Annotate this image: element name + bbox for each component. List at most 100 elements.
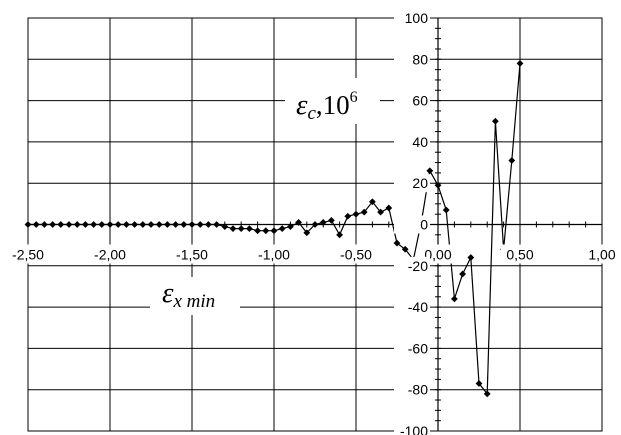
data-point [287, 223, 294, 230]
y-axis-label-main: ε [296, 89, 308, 121]
x-axis-label-main: ε [162, 277, 174, 309]
data-point [483, 390, 491, 398]
y-tick-label-bg [394, 91, 430, 110]
x-tick-label: -1,00 [255, 244, 293, 264]
data-point [442, 206, 450, 214]
x-tick-label-bg [583, 244, 621, 264]
data-point [508, 157, 516, 164]
data-point [426, 167, 434, 175]
data-point [401, 245, 409, 253]
y-tick-label: 80 [394, 50, 430, 69]
data-point [377, 208, 384, 216]
grid [27, 17, 603, 432]
y-tick-label: 100 [394, 9, 430, 27]
data-point [131, 221, 138, 228]
data-point [114, 221, 122, 228]
data-point [254, 227, 261, 235]
data-point [360, 208, 368, 216]
data-point [205, 221, 212, 228]
data-point [57, 221, 65, 228]
data-point [180, 221, 188, 228]
y-tick-label-bg [394, 256, 430, 275]
data-point [336, 231, 343, 239]
y-tick-label-bg [394, 380, 430, 399]
data-point [278, 225, 286, 233]
y-tick-label-text: -80 [408, 382, 428, 398]
x-tick-label-text: -2,50 [12, 247, 44, 263]
y-tick-label: 0 [394, 215, 430, 234]
data-point [319, 219, 327, 226]
data-point [32, 221, 40, 228]
data-point [229, 225, 237, 233]
y-tick-label-bg [394, 9, 430, 27]
y-tick-label: 40 [394, 132, 430, 151]
data-point [196, 221, 204, 228]
data-point [344, 212, 352, 220]
data-point [172, 221, 179, 228]
y-tick-label: -20 [394, 256, 430, 275]
x-tick-label-text: -2,00 [94, 247, 126, 263]
x-tick-label: 1,00 [583, 244, 621, 264]
x-tick-label: -0,50 [337, 244, 375, 264]
data-point [147, 221, 155, 228]
data-point [393, 239, 401, 247]
y-tick-label-text: 80 [412, 51, 428, 67]
data-point [467, 254, 475, 261]
y-axis-label: εc,106 [285, 78, 380, 124]
y-tick-label-text: 100 [405, 10, 429, 26]
svg-text:εc,106: εc,106 [296, 89, 358, 124]
data-point [73, 221, 81, 228]
y-tick-label-bg [394, 132, 430, 151]
data-point [123, 221, 130, 228]
data-point [328, 216, 335, 224]
data-point [164, 221, 171, 228]
y-axis-label-sup: 6 [350, 89, 358, 106]
x-tick-label-text: 1,00 [588, 247, 615, 263]
svg-text:εx min: εx min [162, 277, 215, 312]
tick-labels: -2,50 -2,00 -1,50 -1,00 -0,50 0,00 0,50 1,00 -10… [9, 9, 621, 435]
y-tick-label-text: -40 [408, 299, 428, 315]
data-point [155, 221, 163, 228]
data-point [475, 380, 483, 387]
x-tick-label: -2,50 [9, 244, 47, 264]
y-tick-label: -80 [394, 380, 430, 399]
data-point [246, 225, 253, 233]
y-tick-label: -100 [394, 422, 430, 435]
x-axis-label-sub: x min [172, 291, 215, 312]
y-tick-label-bg [394, 298, 430, 317]
x-tick-label-bg [91, 244, 129, 264]
y-tick-label-bg [394, 422, 430, 435]
y-tick-label: -40 [394, 298, 430, 317]
data-point [221, 223, 229, 230]
data-point [237, 225, 245, 233]
x-tick-label: 0,50 [501, 244, 539, 264]
x-tick-label-bg [173, 244, 211, 264]
y-tick-label-bg [394, 174, 430, 193]
x-tick-label-text: 0,50 [506, 247, 533, 263]
data-point [65, 221, 73, 228]
data-point [516, 60, 524, 67]
y-tick-label-bg [394, 50, 430, 69]
data-point [352, 210, 360, 218]
y-tick-label-bg [394, 215, 430, 234]
data-point [24, 221, 32, 228]
data-point [459, 270, 466, 278]
data-series [24, 60, 524, 398]
data-point [270, 227, 278, 235]
data-point [434, 181, 442, 189]
x-tick-label-bg [501, 244, 539, 264]
data-point [188, 221, 196, 228]
data-point [139, 221, 147, 228]
data-point [369, 198, 376, 206]
y-tick-label-text: 40 [412, 134, 428, 150]
x-tick-label: -2,00 [91, 244, 129, 264]
y-tick-label-text: 60 [412, 93, 428, 109]
x-tick-label-text: -0,50 [340, 247, 372, 263]
data-point [262, 227, 270, 235]
y-tick-label: 60 [394, 91, 430, 110]
data-point [82, 221, 89, 228]
data-point [295, 219, 302, 226]
data-point [311, 221, 319, 228]
y-tick-label-text: -100 [400, 423, 428, 435]
y-tick-label: 20 [394, 174, 430, 193]
